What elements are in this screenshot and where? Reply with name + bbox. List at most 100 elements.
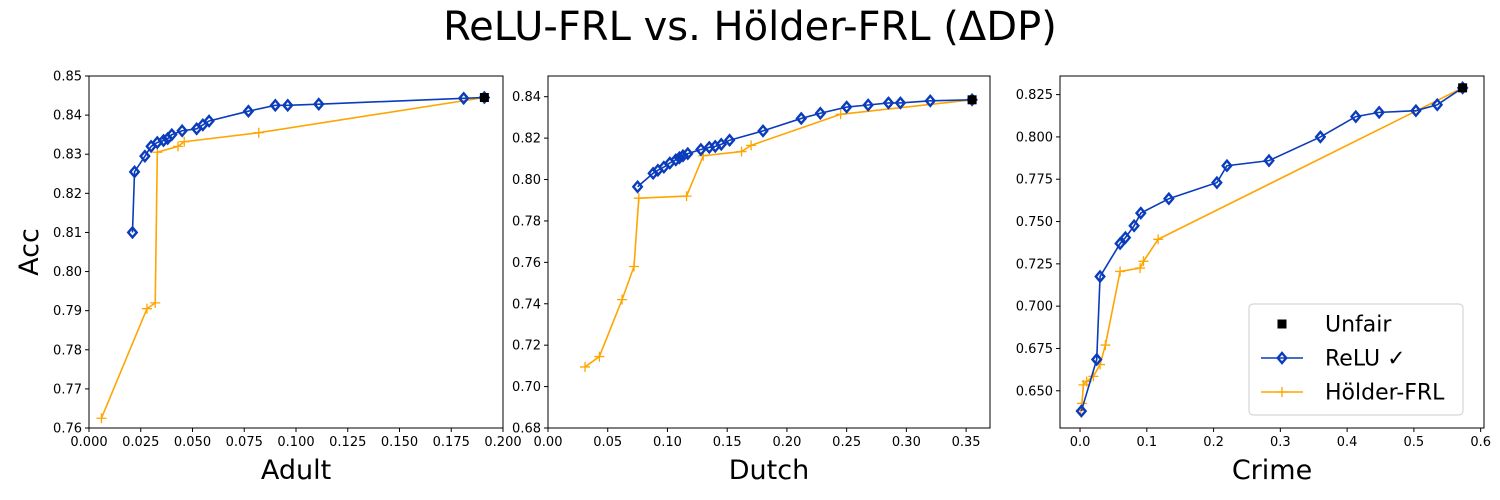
x-tick-label: 0.125	[329, 435, 366, 450]
x-tick-label: 0.175	[433, 435, 470, 450]
unfair-point	[1458, 83, 1468, 93]
x-tick-label: 0.0	[1070, 435, 1091, 450]
relu-point	[457, 91, 470, 106]
x-tick-label: 0.25	[832, 435, 861, 450]
relu-point	[1090, 352, 1103, 367]
y-tick-label: 0.700	[1016, 300, 1053, 315]
holder-point	[681, 191, 692, 202]
y-tick-label: 0.80	[53, 265, 82, 280]
relu-point	[128, 164, 141, 179]
figure-title: ReLU-FRL vs. Hölder-FRL (ΔDP)	[443, 4, 1057, 50]
unfair-point	[967, 95, 977, 105]
relu-point	[176, 123, 188, 138]
legend: Unfair ReLU ✓ Hölder-FRL	[1248, 303, 1464, 416]
y-tick-label: 0.76	[512, 256, 541, 271]
y-tick-label: 0.675	[1016, 342, 1053, 357]
relu-point	[269, 98, 282, 113]
holder-point	[1135, 263, 1146, 274]
axes-frame	[88, 75, 504, 429]
holder-point	[253, 127, 264, 138]
relu-point	[681, 146, 694, 161]
x-axis-label: Crime	[1232, 455, 1312, 486]
holder-point	[835, 109, 846, 120]
y-tick-label: 0.800	[1016, 130, 1053, 145]
relu-point	[1134, 206, 1147, 220]
y-tick-label: 0.81	[53, 226, 82, 241]
relu-point	[139, 149, 151, 164]
y-tick-label: 0.725	[1016, 257, 1053, 272]
holder-point	[1138, 256, 1149, 267]
y-tick-label: 0.78	[512, 214, 541, 229]
relu-point	[1373, 105, 1385, 120]
x-tick-label: 0.5	[1404, 435, 1425, 450]
relu-point	[1263, 153, 1275, 168]
y-tick-label: 0.79	[53, 304, 82, 319]
holder-point	[141, 303, 152, 314]
x-tick-label: 0.025	[122, 435, 159, 450]
relu-point	[1221, 158, 1233, 173]
y-tick-label: 0.825	[1016, 88, 1053, 103]
legend-label-relu: ReLU ✓	[1325, 347, 1406, 372]
relu-point	[126, 225, 139, 240]
holder-point	[594, 351, 605, 362]
relu-point	[165, 127, 178, 142]
holder-point	[150, 297, 161, 308]
x-tick-label: 0.6	[1470, 435, 1491, 450]
holder-series-line	[584, 99, 973, 368]
unfair-point	[479, 93, 489, 103]
x-tick-label: 0.20	[772, 435, 801, 450]
holder-point	[736, 146, 747, 157]
subplot-crime: 0.0 0.1 0.2 0.3 0.4 0.5 0.6 0.650 0.675 0.700 0.72…	[1016, 75, 1491, 486]
x-tick-label: 0.2	[1203, 435, 1224, 450]
relu-point	[669, 153, 682, 167]
holder-point	[580, 361, 591, 372]
y-tick-label: 0.82	[512, 132, 541, 147]
y-tick-label: 0.77	[53, 382, 82, 397]
x-tick-label: 0.35	[952, 435, 981, 450]
relu-point	[281, 98, 294, 113]
y-axis-label: Acc	[14, 228, 45, 276]
holder-point	[96, 413, 107, 424]
relu-point	[924, 93, 937, 108]
y-tick-label: 0.70	[512, 380, 541, 395]
y-tick-label: 0.650	[1016, 384, 1053, 399]
relu-point	[312, 97, 325, 112]
holder-point	[1100, 340, 1111, 351]
x-tick-label: 0.100	[277, 435, 314, 450]
y-tick-label: 0.83	[53, 148, 82, 163]
legend-marker-unfair	[1277, 319, 1287, 329]
relu-point	[1128, 218, 1140, 233]
holder-point	[746, 140, 757, 151]
relu-point	[723, 133, 736, 148]
relu-point	[1094, 269, 1106, 284]
x-tick-label: 0.30	[892, 435, 921, 450]
y-tick-label: 0.68	[512, 422, 541, 437]
holder-point	[1115, 266, 1126, 277]
relu-point	[840, 100, 853, 114]
y-tick-label: 0.84	[53, 109, 82, 124]
y-tick-label: 0.74	[512, 297, 541, 312]
relu-point	[1431, 97, 1444, 112]
relu-point	[677, 148, 689, 163]
relu-point	[242, 104, 255, 119]
legend-box	[1248, 303, 1464, 416]
relu-point	[1410, 103, 1422, 118]
holder-point	[633, 193, 644, 204]
relu-series-line	[637, 99, 973, 188]
x-tick-label: 0.000	[70, 435, 107, 450]
relu-point	[631, 179, 644, 194]
y-tick-label: 0.85	[53, 70, 82, 85]
relu-point	[795, 111, 808, 126]
relu-point	[715, 137, 728, 152]
x-tick-label: 0.200	[484, 435, 521, 450]
relu-point	[814, 106, 827, 121]
relu-point	[157, 133, 170, 148]
x-axis-label: Adult	[261, 455, 331, 486]
x-tick-label: 0.4	[1337, 435, 1358, 450]
relu-point	[1075, 404, 1088, 418]
relu-point	[862, 98, 874, 112]
legend-label-unfair: Unfair	[1325, 313, 1392, 338]
holder-series-line	[100, 96, 485, 419]
legend-marker-holder	[1277, 387, 1287, 397]
relu-point	[1349, 109, 1362, 124]
